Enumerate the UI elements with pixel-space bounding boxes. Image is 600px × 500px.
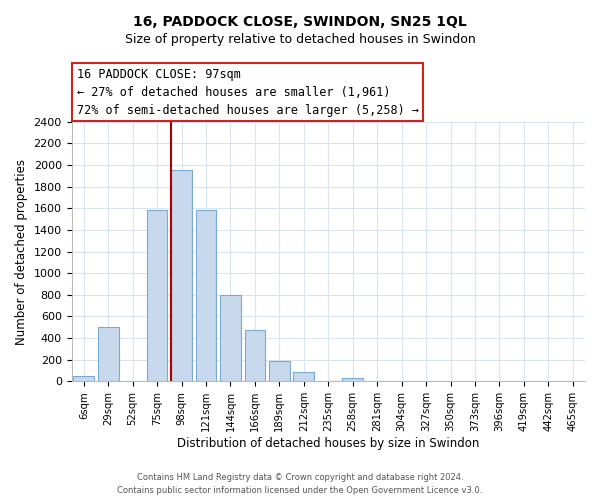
Bar xyxy=(269,361,290,382)
Bar xyxy=(196,210,217,382)
Bar xyxy=(343,378,363,382)
Bar xyxy=(73,376,94,382)
Bar xyxy=(220,295,241,382)
Y-axis label: Number of detached properties: Number of detached properties xyxy=(15,158,28,344)
Bar xyxy=(171,170,192,382)
Text: 16 PADDOCK CLOSE: 97sqm
← 27% of detached houses are smaller (1,961)
72% of semi: 16 PADDOCK CLOSE: 97sqm ← 27% of detache… xyxy=(77,68,419,116)
Bar xyxy=(147,210,167,382)
Text: Contains HM Land Registry data © Crown copyright and database right 2024.
Contai: Contains HM Land Registry data © Crown c… xyxy=(118,473,482,495)
Bar xyxy=(293,372,314,382)
Bar xyxy=(98,328,119,382)
Text: Size of property relative to detached houses in Swindon: Size of property relative to detached ho… xyxy=(125,32,475,46)
Text: 16, PADDOCK CLOSE, SWINDON, SN25 1QL: 16, PADDOCK CLOSE, SWINDON, SN25 1QL xyxy=(133,15,467,29)
X-axis label: Distribution of detached houses by size in Swindon: Distribution of detached houses by size … xyxy=(177,437,479,450)
Bar xyxy=(245,330,265,382)
